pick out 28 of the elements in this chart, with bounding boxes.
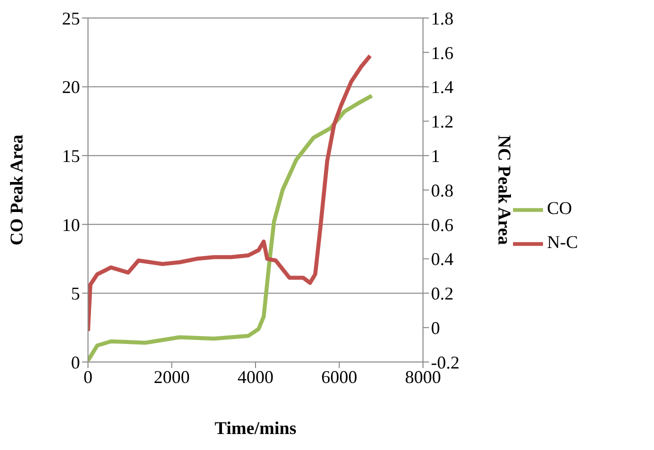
y-tick-label: 15 <box>62 146 80 166</box>
y2-tick-label: 1 <box>431 146 440 166</box>
x-tick-label: 2000 <box>154 366 190 387</box>
x-tick-label: 0 <box>84 366 92 387</box>
y2-tick-label: 1.8 <box>431 8 454 28</box>
y-tick-label: 20 <box>62 77 80 98</box>
y-tick-label: 0 <box>71 352 80 372</box>
legend-label: CO <box>547 198 572 218</box>
x-axis-title: Time/mins <box>214 418 296 438</box>
y2-tick-label: 0 <box>431 318 440 338</box>
y2-axis-title: NC Peak Area <box>494 135 515 245</box>
y2-tick-label: 0.4 <box>431 249 454 270</box>
line-series <box>88 54 372 334</box>
y2-tick-label: 1.6 <box>431 42 454 63</box>
y2-tick-label: 1.2 <box>431 112 454 132</box>
y-tick-label: 25 <box>62 8 80 28</box>
x-tick-label: 6000 <box>321 366 358 387</box>
y-tick-label: 5 <box>71 284 80 304</box>
y-tick-label: 10 <box>62 214 80 235</box>
y2-tick-label: 0.2 <box>431 284 454 304</box>
y2-tick-label: 1.4 <box>431 77 454 98</box>
y2-tick-label: 0.6 <box>431 214 454 235</box>
y-axis-title: CO Peak Area <box>6 134 26 246</box>
x-tick-label: 4000 <box>238 366 274 387</box>
y2-tick-label: -0.2 <box>431 352 460 372</box>
line-series <box>88 94 374 362</box>
legend-label: N-C <box>547 232 578 252</box>
y2-tick-label: 0.8 <box>431 180 454 200</box>
